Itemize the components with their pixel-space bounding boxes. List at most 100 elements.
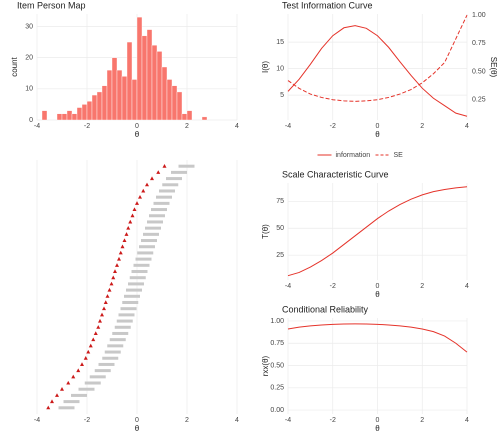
item-label	[78, 387, 95, 391]
item-label	[84, 381, 101, 385]
item-point	[132, 207, 137, 212]
y2-tick-label: 0.50	[472, 68, 486, 75]
item-point	[66, 380, 71, 385]
item-label	[124, 294, 140, 298]
item-label	[71, 393, 87, 397]
x-axis-title: θ	[375, 424, 380, 431]
item-label	[63, 400, 80, 404]
item-label	[122, 300, 139, 304]
y-axis-title: T(θ)	[261, 224, 270, 239]
item-label	[104, 350, 121, 354]
bar	[81, 104, 88, 121]
item-point	[145, 182, 149, 187]
item-point	[96, 325, 101, 329]
bar	[166, 79, 173, 121]
y-tick-label: 10	[25, 86, 33, 93]
item-point	[135, 201, 139, 205]
item-label	[137, 251, 154, 255]
item-point	[76, 368, 81, 373]
item-label	[178, 164, 195, 168]
item-label	[153, 201, 170, 205]
item-label	[120, 307, 137, 311]
y-tick-label: 50	[276, 225, 284, 232]
item-point	[124, 232, 129, 236]
item-label	[141, 239, 157, 243]
item-point	[128, 219, 133, 224]
bar	[156, 51, 163, 121]
item-label	[58, 406, 75, 410]
item-point	[83, 356, 88, 360]
bar	[121, 76, 128, 121]
item-label	[151, 208, 167, 212]
item-label	[114, 325, 131, 329]
item-point	[107, 287, 112, 292]
item-point	[115, 263, 119, 267]
x-axis-title: θ	[135, 424, 140, 431]
item-point	[100, 312, 104, 317]
item-label	[112, 331, 129, 335]
bar	[61, 113, 68, 121]
item-label	[139, 245, 155, 249]
item-label	[162, 183, 179, 187]
y-tick-label: 10	[276, 65, 284, 72]
y-tick-label: 25	[276, 252, 284, 259]
x-tick-label: 0	[376, 123, 380, 130]
item-point	[138, 194, 142, 199]
x-tick-label: 4	[465, 417, 469, 424]
bar	[136, 16, 143, 121]
panel-title: Conditional Reliability	[282, 304, 369, 314]
x-tick-label: 4	[235, 417, 239, 424]
item-point	[141, 188, 146, 193]
item-label	[126, 288, 142, 292]
item-label	[156, 195, 172, 199]
bar	[141, 35, 148, 121]
curve	[287, 25, 468, 117]
y-tick-label: 0.75	[270, 340, 284, 347]
item-point	[50, 399, 54, 404]
curve	[287, 14, 468, 102]
bar	[56, 113, 63, 121]
bar	[71, 113, 78, 121]
bar	[146, 29, 153, 121]
x-axis-title: θ	[375, 130, 380, 139]
item-point	[60, 387, 64, 391]
item-label	[133, 263, 150, 267]
item-point	[91, 337, 96, 342]
item-label	[145, 226, 161, 230]
x-tick-label: 2	[420, 123, 424, 130]
y-axis-title: I(θ)	[261, 61, 270, 73]
item-point	[150, 176, 154, 181]
y-tick-label: 0.50	[270, 362, 284, 369]
x-tick-label: 0	[135, 417, 139, 424]
x-tick-label: -2	[330, 123, 336, 130]
item-point	[117, 256, 121, 261]
item-label	[129, 276, 146, 280]
x-tick-label: 2	[420, 283, 424, 290]
bar	[161, 66, 168, 121]
bar	[181, 113, 188, 121]
item-point	[109, 281, 114, 286]
bar	[106, 69, 113, 121]
x-tick-label: -4	[34, 123, 40, 130]
item-point	[80, 362, 84, 366]
y-tick-label: 0.00	[270, 407, 284, 414]
item-label	[166, 177, 182, 181]
bar	[176, 91, 183, 121]
item-label	[159, 189, 175, 193]
y-axis-title: count	[10, 56, 19, 76]
bar	[41, 110, 48, 121]
legend-label: information	[336, 152, 371, 159]
bar	[101, 85, 108, 121]
y-tick-label: 5	[280, 92, 284, 99]
panel-title: Test Information Curve	[282, 0, 373, 10]
bar	[151, 44, 158, 121]
bar	[66, 110, 73, 121]
item-label	[89, 375, 106, 379]
x-tick-label: 2	[185, 123, 189, 130]
item-point	[103, 300, 108, 304]
item-point	[55, 393, 59, 397]
item-point	[120, 244, 125, 249]
x-tick-label: -2	[84, 417, 90, 424]
x-tick-label: 4	[465, 123, 469, 130]
item-point	[86, 349, 91, 354]
